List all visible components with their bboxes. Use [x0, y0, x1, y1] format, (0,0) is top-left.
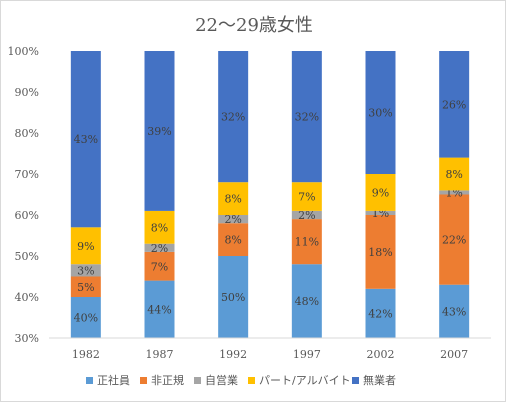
- y-tick-label: 80%: [15, 127, 39, 140]
- legend-swatch: [352, 377, 359, 384]
- legend-label: 無業者: [363, 373, 396, 387]
- bar-value-label: 5%: [77, 281, 94, 294]
- bar-segment: [218, 215, 249, 224]
- bar-segment: [365, 210, 396, 215]
- legend-label: パート/アルバイト: [259, 374, 351, 387]
- x-tick-label: 2002: [367, 348, 395, 361]
- bar-value-label: 22%: [442, 234, 466, 247]
- bar-segment: [70, 264, 101, 277]
- bar-segment: [439, 194, 470, 285]
- bar-value-label: 26%: [442, 98, 466, 111]
- bar-value-label: 42%: [368, 307, 392, 320]
- bar-value-label: 7%: [298, 191, 315, 204]
- legend: 正社員 非正規 自営業 パート/アルバイト 無業者: [86, 373, 396, 387]
- bars-group: 40% 5% 3% 9% 43% 44% 7% 2% 8% 39% 50% 8% 2% 8% 32% 48% 1…: [70, 51, 470, 338]
- bar-value-label: 9%: [77, 240, 94, 253]
- bar-value-label: 8%: [224, 193, 241, 206]
- chart-title: 22～29歳女性: [195, 15, 313, 36]
- bar-value-label: 43%: [74, 133, 98, 146]
- x-tick-label: 1997: [293, 348, 321, 361]
- legend-swatch: [86, 377, 93, 384]
- bar-value-label: 8%: [224, 234, 241, 247]
- y-tick-label: 90%: [15, 86, 39, 99]
- legend-label: 自営業: [205, 373, 238, 387]
- bar-value-label: 2%: [298, 209, 315, 222]
- bar-value-label: 11%: [295, 236, 319, 249]
- y-tick-label: 40%: [15, 291, 39, 304]
- legend-swatch: [140, 377, 147, 384]
- bar-segment: [291, 51, 322, 183]
- bar-value-label: 32%: [295, 111, 319, 124]
- legend-swatch: [194, 377, 201, 384]
- x-tick-label: 1987: [146, 348, 174, 361]
- bar-value-label: 7%: [151, 260, 168, 273]
- bar-value-label: 48%: [295, 295, 319, 308]
- legend-label: 正社員: [97, 373, 130, 387]
- bar-segment: [144, 210, 175, 244]
- bar-segment: [439, 157, 470, 191]
- bar-value-label: 30%: [368, 107, 392, 120]
- bar-value-label: 8%: [445, 168, 462, 181]
- bar-value-label: 18%: [368, 246, 392, 259]
- bar-segment: [144, 243, 175, 252]
- bar-value-label: 8%: [151, 221, 168, 234]
- bar-segment: [291, 182, 322, 211]
- x-tick-label: 1992: [219, 348, 247, 361]
- bar-segment: [439, 284, 470, 338]
- bar-segment: [365, 288, 396, 338]
- y-tick-label: 30%: [15, 332, 39, 345]
- y-axis: 30% 40% 50% 60% 70% 80% 90% 100%: [8, 45, 39, 345]
- bar-segment: [291, 210, 322, 220]
- bar-value-label: 40%: [74, 312, 98, 325]
- legend-label: 非正規: [151, 373, 184, 387]
- bar-segment: [218, 223, 249, 256]
- bar-segment: [218, 51, 249, 183]
- bar-segment: [70, 276, 101, 297]
- bar-segment: [144, 51, 175, 211]
- bar-value-label: 2%: [224, 213, 241, 226]
- bar-segment: [70, 297, 101, 338]
- bar-segment: [439, 190, 470, 195]
- bar-value-label: 39%: [147, 125, 171, 138]
- y-tick-label: 100%: [8, 45, 39, 58]
- bar-value-label: 44%: [147, 303, 171, 316]
- bar-segment: [291, 219, 322, 265]
- y-tick-label: 70%: [15, 168, 39, 181]
- bar-segment: [144, 280, 175, 338]
- x-tick-label: 1982: [72, 348, 100, 361]
- bar-segment: [70, 227, 101, 265]
- y-tick-label: 50%: [15, 250, 39, 263]
- bar-segment: [439, 51, 470, 158]
- bar-segment: [365, 51, 396, 174]
- bar-value-label: 50%: [221, 291, 245, 304]
- bar-segment: [365, 215, 396, 289]
- bar-segment: [218, 256, 249, 338]
- bar-value-label: 43%: [442, 305, 466, 318]
- bar-segment: [70, 51, 101, 228]
- bar-value-label: 32%: [221, 111, 245, 124]
- bar-value-label: 2%: [151, 242, 168, 255]
- bar-segment: [218, 182, 249, 215]
- bar-segment: [365, 174, 396, 211]
- x-tick-label: 2007: [440, 348, 468, 361]
- bar-value-label: 3%: [77, 264, 94, 277]
- x-axis: 1982 1987 1992 1997 2002 2007: [49, 337, 491, 361]
- bar-segment: [144, 251, 175, 281]
- bar-value-label: 9%: [372, 186, 389, 199]
- legend-swatch: [248, 377, 255, 384]
- y-tick-label: 60%: [15, 209, 39, 222]
- bar-segment: [291, 264, 322, 338]
